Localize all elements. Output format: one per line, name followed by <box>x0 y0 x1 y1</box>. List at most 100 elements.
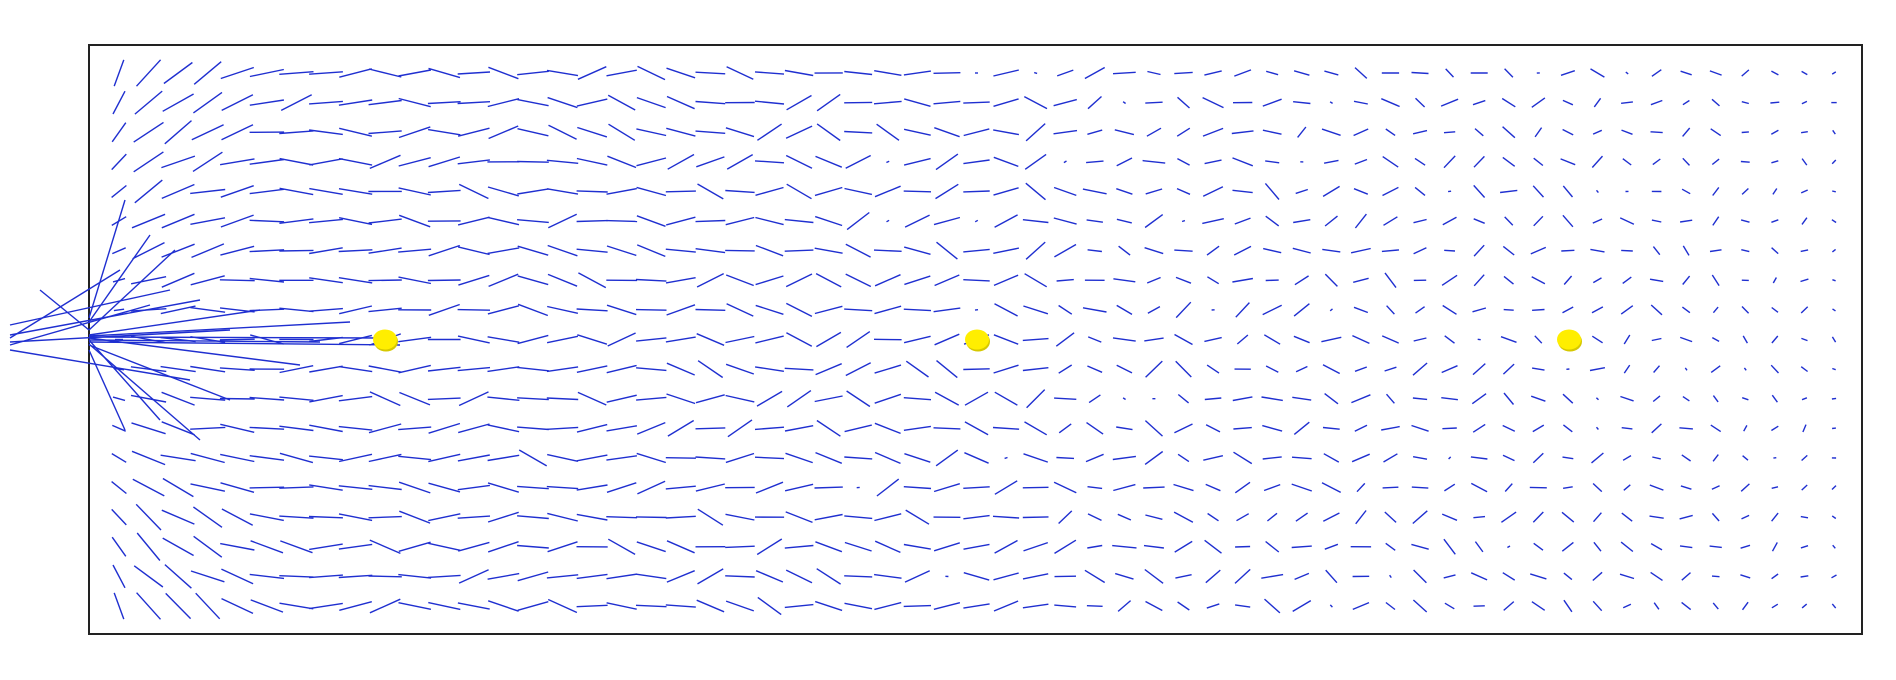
vector-arrow <box>786 332 813 347</box>
vector-arrow <box>607 155 637 169</box>
vector-arrow <box>111 481 127 495</box>
vector-arrow <box>1145 101 1163 104</box>
vector-arrow <box>1470 572 1488 581</box>
vector-arrow <box>576 157 608 166</box>
vector-arrow <box>111 216 127 226</box>
vector-arrow <box>517 70 549 76</box>
vector-arrow <box>1058 423 1072 434</box>
vector-arrow <box>874 364 902 374</box>
vector-arrow <box>1562 214 1574 228</box>
vector-arrow <box>874 601 902 611</box>
vector-arrow <box>1413 569 1427 584</box>
vector-arrow <box>1146 276 1161 284</box>
vector-arrow <box>547 305 579 314</box>
vector-arrow <box>725 600 755 612</box>
vector-arrow <box>1354 424 1368 432</box>
vector-arrow <box>636 337 667 342</box>
vector-arrow <box>220 214 254 228</box>
vector-arrow <box>1264 182 1280 200</box>
vector-arrow <box>1681 454 1691 462</box>
vector-arrow <box>1652 158 1661 166</box>
vector-arrow <box>517 128 549 137</box>
vector-arrow <box>398 426 432 431</box>
vector-arrow <box>1086 160 1104 164</box>
vector-arrow <box>1831 515 1837 520</box>
vector-arrow <box>1711 512 1720 522</box>
vector-arrow <box>725 189 755 194</box>
vector-arrow <box>1034 71 1038 75</box>
vector-arrow <box>1711 575 1720 578</box>
vector-arrow <box>1709 249 1722 253</box>
vector-arrow <box>993 98 1019 107</box>
vector-arrow <box>1502 156 1516 167</box>
vector-arrow <box>368 247 402 254</box>
vector-arrow <box>606 187 637 195</box>
vector-arrow <box>1087 129 1103 135</box>
vector-arrow <box>1056 69 1074 77</box>
vector-arrow <box>607 94 636 111</box>
vector-arrow <box>1263 334 1281 345</box>
vector-arrow <box>577 391 607 406</box>
vector-arrow <box>1026 389 1046 409</box>
vector-arrow <box>1412 129 1428 135</box>
vector-arrow <box>1533 542 1544 551</box>
vector-arrow <box>1592 129 1603 135</box>
vector-arrow <box>279 249 314 252</box>
vector-arrow <box>427 279 461 282</box>
vector-arrow <box>1831 248 1837 253</box>
vector-arrow <box>457 246 490 256</box>
vector-arrow <box>784 603 814 609</box>
vector-arrow <box>1740 574 1751 579</box>
vector-arrow <box>1831 397 1837 400</box>
vector-arrow <box>886 160 890 164</box>
inlet-vector <box>88 199 126 319</box>
vector-arrow <box>993 129 1020 136</box>
vector-arrow <box>844 541 872 552</box>
vector-arrow <box>1534 335 1543 344</box>
vector-arrow <box>368 575 402 578</box>
vector-arrow <box>1741 101 1749 105</box>
vector-arrow <box>1771 394 1778 403</box>
vector-arrow <box>1831 219 1837 224</box>
vector-arrow <box>1832 190 1836 193</box>
vector-arrow <box>1681 188 1691 195</box>
vector-arrow <box>1650 304 1663 316</box>
vector-arrow <box>1590 68 1605 78</box>
vector-arrow <box>1741 69 1750 77</box>
vector-arrow <box>1411 543 1429 550</box>
vector-arrow <box>1712 395 1719 403</box>
vector-arrow <box>219 307 255 313</box>
inlet-vector <box>88 234 151 323</box>
vector-arrow <box>903 425 932 431</box>
vector-arrow <box>517 219 549 224</box>
vector-arrow <box>1022 486 1049 489</box>
vector-arrow <box>1144 450 1164 465</box>
vector-arrow <box>1741 397 1749 401</box>
vector-arrow <box>1413 218 1427 224</box>
vector-arrow <box>1682 99 1690 106</box>
vector-arrow <box>1232 189 1253 194</box>
vector-arrow <box>1443 538 1456 555</box>
vector-arrow <box>398 573 432 579</box>
vector-arrow <box>1503 601 1515 611</box>
vector-arrow <box>1383 216 1398 226</box>
vector-arrow <box>576 98 608 107</box>
vector-arrow <box>816 123 841 142</box>
vector-arrow <box>1800 515 1809 519</box>
vector-arrow <box>163 61 193 85</box>
vector-arrow <box>161 243 195 258</box>
vector-arrow <box>1174 71 1193 75</box>
vector-arrow <box>398 541 431 552</box>
vector-arrow <box>1502 424 1516 432</box>
vector-arrow <box>876 123 900 141</box>
vector-arrow <box>1592 277 1602 284</box>
vector-arrow <box>161 183 195 200</box>
vector-arrow <box>190 570 225 583</box>
vector-arrow <box>636 396 667 401</box>
vector-arrow <box>1591 306 1604 314</box>
vector-arrow <box>220 482 255 493</box>
vector-arrow <box>844 515 873 520</box>
vector-arrow <box>1205 569 1221 584</box>
vector-arrow <box>309 307 343 312</box>
vector-arrow <box>814 513 843 521</box>
